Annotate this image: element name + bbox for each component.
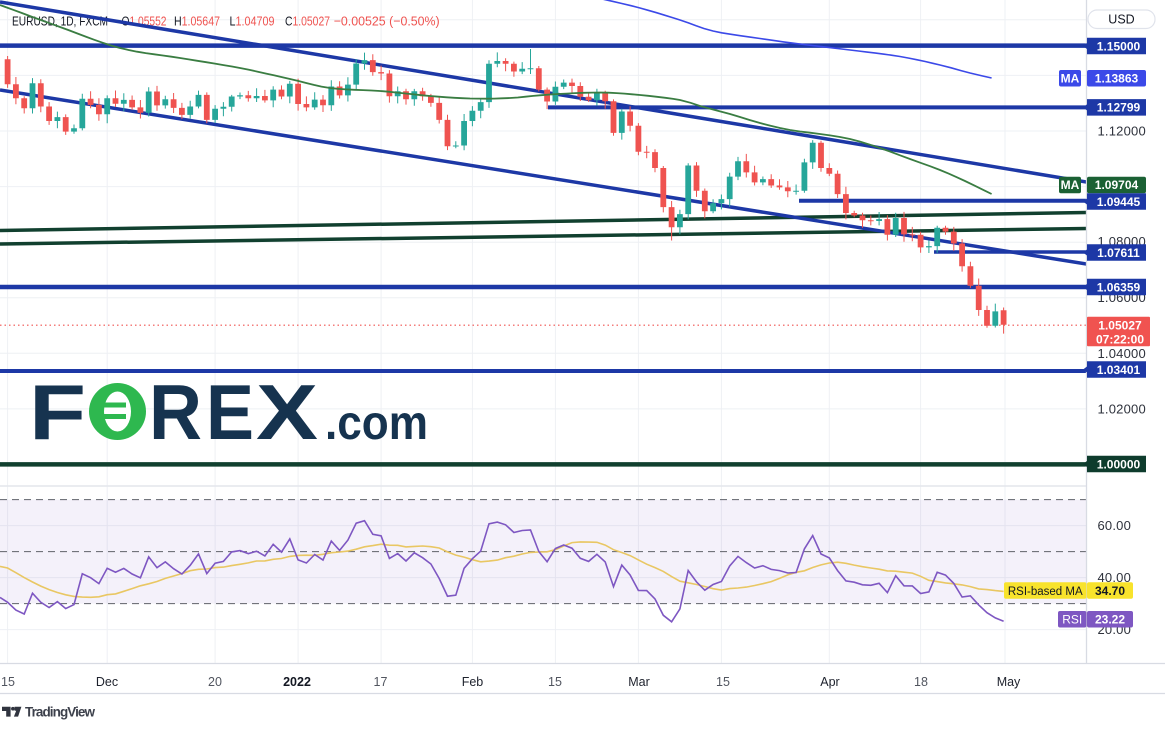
svg-text:MA: MA: [1061, 178, 1080, 192]
svg-text:Feb: Feb: [462, 675, 484, 689]
svg-text:Dec: Dec: [96, 675, 118, 689]
svg-text:H1.05647: H1.05647: [174, 14, 220, 29]
svg-text:Mar: Mar: [628, 675, 650, 689]
svg-text:20: 20: [208, 675, 222, 689]
svg-text:E: E: [206, 368, 254, 456]
svg-text:MA: MA: [1061, 72, 1080, 86]
svg-text:07:22:00: 07:22:00: [1096, 332, 1144, 346]
svg-text:1.00000: 1.00000: [1097, 457, 1141, 471]
svg-text:Apr: Apr: [820, 675, 839, 689]
svg-text:1.12000: 1.12000: [1098, 124, 1146, 139]
svg-text:1.15000: 1.15000: [1097, 39, 1141, 53]
svg-text:15: 15: [548, 675, 562, 689]
svg-text:1.07611: 1.07611: [1097, 246, 1140, 260]
svg-text:1.09445: 1.09445: [1097, 195, 1141, 209]
svg-text:1.13863: 1.13863: [1095, 72, 1139, 86]
svg-text:15: 15: [1, 675, 15, 689]
svg-text:X: X: [256, 368, 318, 456]
svg-text:15: 15: [716, 675, 730, 689]
svg-text:34.70: 34.70: [1095, 584, 1125, 598]
svg-text:1.03401: 1.03401: [1097, 363, 1141, 377]
svg-text:18: 18: [914, 675, 928, 689]
svg-text:17: 17: [374, 675, 388, 689]
svg-text:60.00: 60.00: [1098, 518, 1132, 533]
svg-text:F: F: [29, 368, 86, 456]
svg-text:23.22: 23.22: [1095, 613, 1125, 627]
svg-text:1.02000: 1.02000: [1098, 402, 1146, 417]
svg-text:1.06359: 1.06359: [1097, 280, 1141, 294]
svg-text:.com: .com: [325, 397, 428, 450]
svg-text:2022: 2022: [283, 675, 311, 689]
svg-text:1.05027: 1.05027: [1098, 318, 1142, 332]
svg-text:1.04000: 1.04000: [1098, 346, 1146, 361]
svg-text:RSI: RSI: [1062, 613, 1082, 627]
svg-text:May: May: [997, 675, 1021, 689]
svg-text:L1.04709: L1.04709: [230, 14, 275, 29]
svg-text:−0.00525 (−0.50%): −0.00525 (−0.50%): [334, 14, 440, 29]
svg-text:1.12799: 1.12799: [1097, 101, 1141, 115]
svg-text:C1.05027: C1.05027: [285, 14, 330, 29]
svg-text:TradingView: TradingView: [25, 705, 95, 720]
svg-text:USD: USD: [1108, 13, 1134, 27]
svg-text:R: R: [149, 368, 202, 456]
svg-text:1.09704: 1.09704: [1095, 178, 1139, 192]
svg-text:RSI-based MA: RSI-based MA: [1008, 586, 1083, 598]
